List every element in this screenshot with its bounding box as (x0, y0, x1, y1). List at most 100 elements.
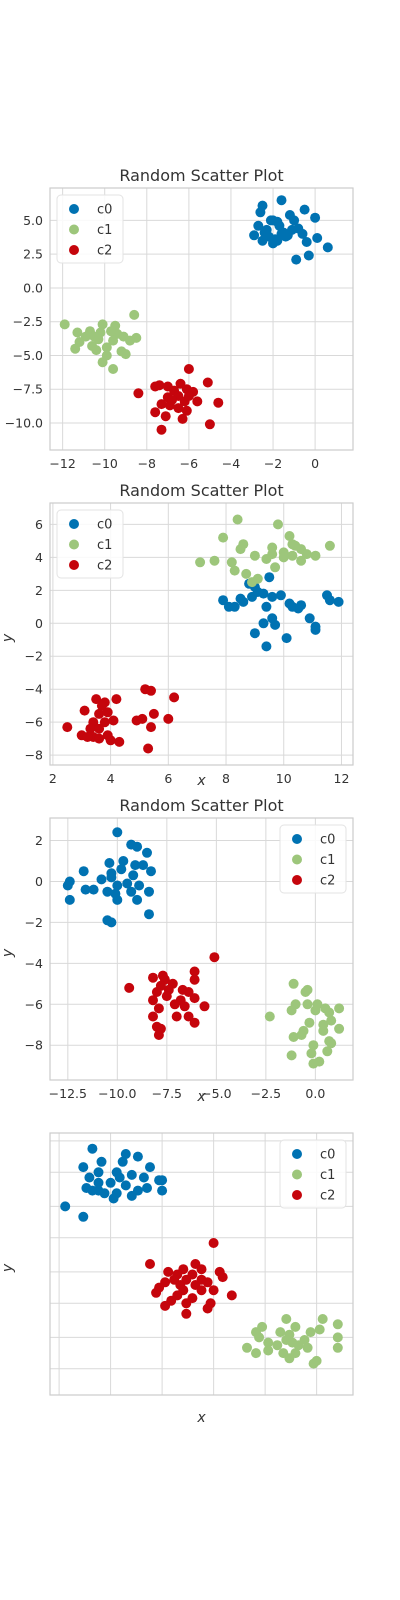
point-c2 (146, 722, 156, 733)
point-c1 (273, 519, 283, 530)
x-tick-label: −10 (92, 456, 118, 471)
point-c2 (160, 1300, 171, 1311)
point-c0 (267, 591, 278, 602)
y-tick-label: 2 (35, 833, 43, 848)
point-c1 (195, 557, 206, 568)
point-c2 (202, 1277, 213, 1288)
point-c2 (62, 722, 73, 733)
point-c1 (235, 544, 246, 555)
point-c2 (124, 982, 135, 993)
legend-marker-c2 (69, 560, 79, 570)
plot-frame-0 (49, 187, 354, 451)
y-tick-label: 5.0 (23, 213, 43, 228)
x-tick-label: 6 (164, 771, 172, 786)
point-c0 (84, 1172, 95, 1183)
point-c2 (151, 1287, 162, 1298)
point-c2 (163, 1266, 174, 1277)
point-c0 (296, 600, 307, 611)
point-c2 (173, 403, 184, 414)
y-tick-label: 4 (35, 550, 43, 565)
point-c0 (255, 207, 266, 218)
legend-marker-c0 (69, 519, 79, 529)
point-c2 (150, 381, 161, 392)
point-c2 (167, 395, 177, 405)
point-c1 (129, 309, 140, 320)
x-tick-label: 0.0 (305, 1086, 325, 1101)
point-c1 (308, 1358, 319, 1369)
legend-marker-c1 (292, 1169, 302, 1180)
chart-title: Random Scatter Plot (119, 796, 283, 815)
point-c1 (306, 1048, 317, 1059)
legend-label: c2 (320, 1189, 335, 1204)
point-c2 (102, 707, 113, 718)
chart-title: Random Scatter Plot (119, 481, 283, 500)
point-c0 (87, 1185, 98, 1196)
point-c2 (96, 700, 107, 711)
point-c0 (93, 1167, 104, 1178)
point-c2 (181, 405, 192, 416)
y-tick-label: 0 (35, 874, 43, 889)
point-c1 (284, 1353, 295, 1364)
x-tick-label: −12 (49, 456, 75, 471)
point-c0 (301, 237, 312, 247)
point-c2 (202, 1303, 213, 1314)
point-c0 (264, 572, 275, 583)
point-c2 (143, 743, 154, 754)
point-c1 (296, 1030, 307, 1040)
x-tick-label: −4 (222, 456, 240, 471)
legend-marker-c1 (69, 539, 79, 550)
point-c2 (181, 1308, 192, 1319)
point-c0 (333, 596, 344, 607)
point-c0 (87, 1143, 98, 1154)
point-c2 (148, 995, 158, 1006)
legend-marker-c0 (292, 1149, 302, 1159)
point-c1 (59, 319, 70, 330)
legend-label: c0 (97, 203, 112, 218)
point-c1 (317, 1314, 328, 1324)
x-tick-label: 2 (49, 771, 57, 786)
legend-label: c0 (320, 833, 335, 848)
x-tick-label: −2.5 (251, 1086, 281, 1101)
point-c2 (148, 708, 159, 719)
point-c1 (218, 532, 229, 543)
point-c1 (278, 552, 289, 563)
chart-title: Random Scatter Plot (119, 166, 283, 185)
y-tick-label: −5.0 (13, 348, 43, 363)
point-c2 (217, 1272, 228, 1283)
point-c2 (183, 987, 194, 997)
point-c1 (290, 1321, 301, 1332)
point-c1 (108, 335, 119, 346)
point-c2 (160, 411, 171, 422)
legend-marker-c1 (292, 854, 302, 865)
point-c0 (126, 1169, 137, 1180)
legend-label: c0 (97, 518, 112, 533)
plot-frame-3 (49, 1132, 354, 1396)
point-c0 (102, 886, 113, 897)
point-c0 (310, 624, 321, 635)
point-c1 (91, 345, 102, 356)
y-tick-label: 0 (35, 616, 43, 631)
y-tick-label: 6 (35, 517, 43, 532)
point-c1 (308, 1058, 319, 1069)
point-c0 (88, 884, 99, 895)
point-c2 (213, 397, 224, 408)
point-c1 (106, 326, 116, 337)
point-c2 (181, 1298, 192, 1309)
legend-label: c1 (320, 1168, 335, 1183)
point-c0 (128, 870, 139, 881)
point-c2 (150, 407, 161, 418)
point-c0 (276, 195, 287, 206)
legend-label: c2 (320, 874, 335, 889)
point-c0 (144, 909, 154, 920)
point-c0 (96, 1156, 107, 1167)
point-c0 (304, 613, 315, 624)
x-tick-label: −10.0 (98, 1086, 136, 1101)
point-c2 (153, 1030, 164, 1040)
point-c2 (183, 391, 194, 401)
point-c1 (314, 1324, 325, 1335)
legend-marker-c1 (69, 224, 79, 235)
point-c0 (144, 886, 154, 897)
point-c1 (232, 514, 243, 525)
x-axis-label: x (196, 1089, 206, 1105)
point-c0 (138, 860, 149, 871)
